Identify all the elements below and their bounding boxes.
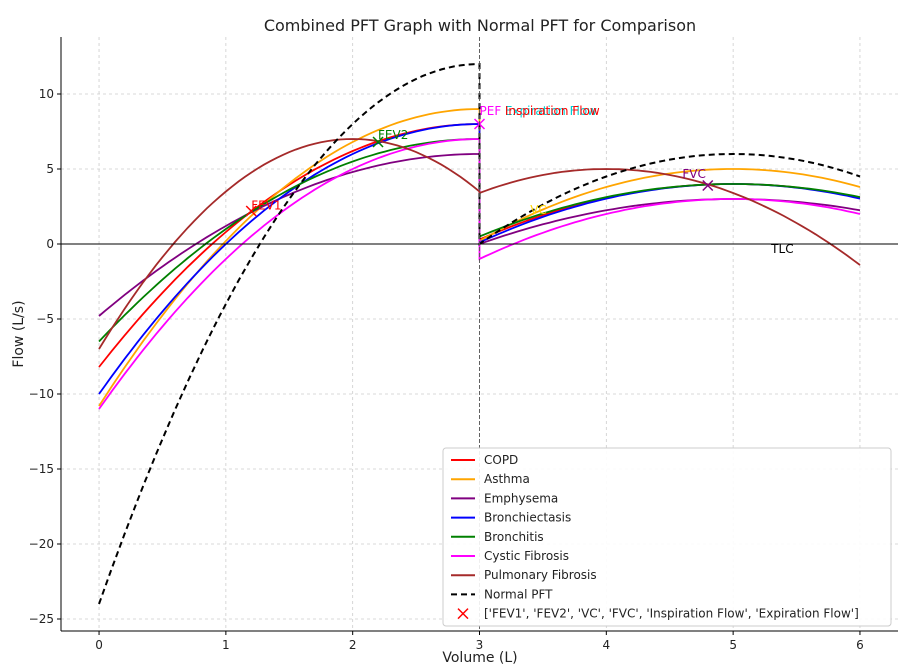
legend-label: Asthma xyxy=(484,472,530,486)
x-tick-label: 3 xyxy=(476,638,484,652)
y-tick-label: 5 xyxy=(46,162,54,176)
legend-label: Normal PFT xyxy=(484,587,553,601)
legend-label: Bronchiectasis xyxy=(484,511,571,525)
x-tick-label: 6 xyxy=(856,638,864,652)
annotation-label: FEV1 xyxy=(251,199,281,213)
legend-marker-swatch xyxy=(457,608,469,620)
y-tick-label: −10 xyxy=(29,387,54,401)
legend-label: COPD xyxy=(484,453,518,467)
annotation-label: FVC xyxy=(682,167,706,181)
y-tick-label: 0 xyxy=(46,237,54,251)
y-tick-label: −20 xyxy=(29,537,54,551)
y-tick-label: −25 xyxy=(29,612,54,626)
annotation-label: PEF xyxy=(480,104,502,118)
y-axis-label: Flow (L/s) xyxy=(11,300,27,367)
legend-label: ['FEV1', 'FEV2', 'VC', 'FVC', 'Inspirati… xyxy=(484,607,859,621)
y-tick-label: −5 xyxy=(36,312,54,326)
x-marker xyxy=(372,136,384,148)
x-marker-stroke xyxy=(372,136,384,148)
series-line-pulmonary-fibrosis xyxy=(98,138,861,350)
x-tick-label: 4 xyxy=(602,638,610,652)
chart-title: Combined PFT Graph with Normal PFT for C… xyxy=(264,16,696,35)
x-marker-stroke xyxy=(702,179,714,192)
legend: COPD Asthma Emphysema Bronchiectasis Bronchi… xyxy=(442,447,892,627)
y-tick-label: −15 xyxy=(29,462,54,476)
x-tick-label: 0 xyxy=(95,638,103,652)
x-marker xyxy=(245,205,257,217)
x-marker xyxy=(702,179,714,192)
y-tick-label: 10 xyxy=(39,87,54,101)
x-axis-label: Volume (L) xyxy=(442,650,517,666)
annotation-label: Inspiration Flow xyxy=(505,104,600,118)
legend-label: Pulmonary Fibrosis xyxy=(484,568,597,582)
x-tick-label: 1 xyxy=(222,638,230,652)
x-tick-label: 5 xyxy=(729,638,737,652)
x-tick-label: 2 xyxy=(349,638,357,652)
legend-label: Emphysema xyxy=(484,491,558,505)
annotation-label: VC xyxy=(530,203,547,217)
legend-box xyxy=(442,447,892,627)
annotation-label: TLC xyxy=(770,242,793,256)
annotation-label: Expiration Flow xyxy=(505,104,597,118)
annotation-label: FEV2 xyxy=(378,128,408,142)
legend-label: Bronchitis xyxy=(484,530,544,544)
legend-label: Cystic Fibrosis xyxy=(484,549,569,563)
x-marker-stroke xyxy=(245,205,257,217)
